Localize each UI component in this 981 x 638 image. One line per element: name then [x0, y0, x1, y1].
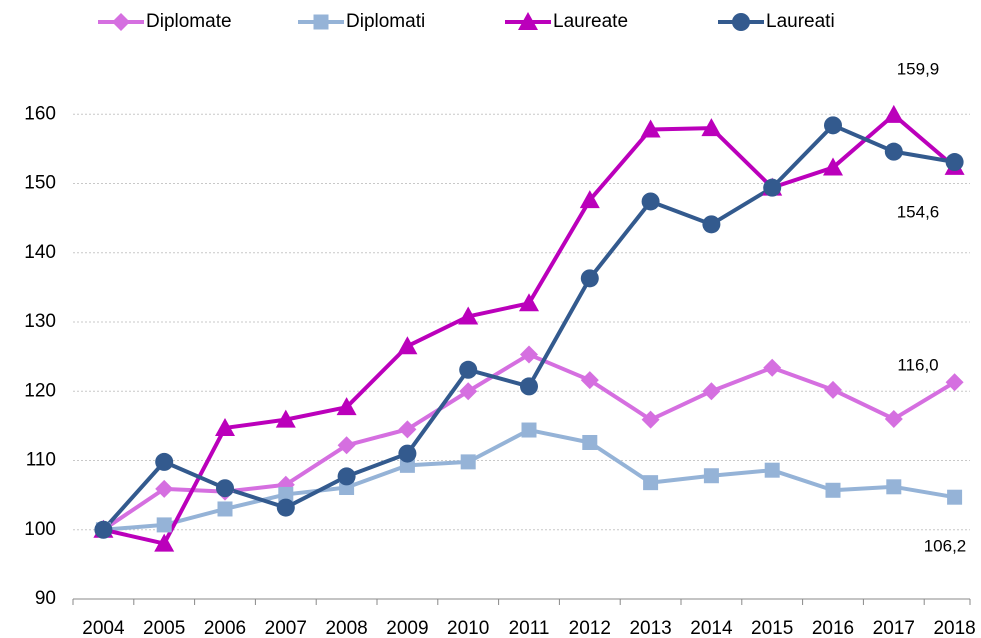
x-tick-label: 2005 — [143, 618, 185, 638]
point — [763, 358, 782, 377]
point — [945, 373, 964, 392]
point — [582, 434, 598, 450]
point — [580, 371, 599, 390]
point — [947, 489, 963, 505]
legend-marker — [518, 12, 538, 30]
point — [764, 462, 780, 478]
point — [884, 142, 903, 161]
point — [460, 454, 476, 470]
point — [336, 397, 357, 416]
point — [823, 157, 843, 176]
point — [156, 517, 172, 533]
point — [580, 269, 599, 288]
legend-label: Laureate — [553, 11, 628, 32]
point — [886, 479, 902, 495]
legend-label: Laureati — [766, 11, 835, 32]
x-tick-label: 2004 — [82, 618, 125, 638]
point — [217, 501, 233, 517]
x-tick-label: 2018 — [933, 618, 975, 638]
point — [520, 377, 538, 396]
point — [825, 482, 841, 498]
point — [884, 409, 903, 428]
legend-label: Diplomate — [146, 11, 232, 32]
point — [398, 444, 417, 463]
x-tick-label: 2009 — [386, 618, 428, 638]
y-tick-label: 140 — [24, 242, 56, 263]
point — [459, 360, 478, 379]
annotation: 159,9 — [897, 59, 940, 78]
point — [154, 533, 175, 552]
legend-marker — [313, 14, 329, 30]
point — [216, 479, 234, 498]
x-tick-label: 2008 — [325, 618, 367, 638]
point — [276, 498, 295, 517]
point — [883, 104, 904, 123]
point — [701, 118, 722, 137]
point — [459, 382, 478, 401]
point — [641, 410, 660, 429]
point — [397, 336, 418, 355]
x-tick-label: 2014 — [690, 618, 733, 638]
point — [521, 422, 537, 438]
point — [155, 479, 174, 498]
series-line — [102, 112, 956, 546]
legend-marker — [732, 13, 750, 31]
annotation: 154,6 — [897, 202, 940, 221]
annotation: 106,2 — [924, 536, 967, 555]
x-tick-label: 2010 — [447, 618, 489, 638]
point — [579, 190, 600, 209]
x-tick-label: 2015 — [751, 618, 793, 638]
point — [215, 417, 235, 436]
x-tick-label: 2006 — [204, 618, 246, 638]
x-tick-label: 2013 — [629, 618, 671, 638]
point — [155, 452, 174, 471]
point — [337, 467, 356, 486]
point — [640, 119, 661, 138]
y-tick-label: 100 — [24, 519, 56, 540]
point — [641, 192, 660, 211]
point — [94, 520, 113, 539]
x-tick-label: 2007 — [265, 618, 307, 638]
point — [520, 345, 538, 364]
point — [278, 486, 294, 502]
point — [275, 409, 296, 428]
x-tick-label: 2016 — [812, 618, 854, 638]
y-tick-label: 150 — [24, 173, 56, 194]
point — [458, 306, 479, 325]
point — [643, 475, 659, 491]
y-tick-label: 110 — [26, 450, 56, 471]
x-tick-label: 2017 — [873, 618, 915, 638]
x-tick-label: 2011 — [509, 618, 550, 638]
point — [337, 436, 356, 455]
point — [702, 215, 721, 234]
x-tick-label: 2012 — [569, 618, 611, 638]
point — [519, 293, 539, 312]
annotation: 116,0 — [897, 355, 938, 374]
y-tick-label: 160 — [24, 103, 56, 124]
y-tick-label: 130 — [24, 311, 56, 332]
point — [824, 380, 842, 399]
y-tick-label: 90 — [35, 588, 56, 609]
y-tick-label: 120 — [24, 380, 56, 401]
point — [824, 116, 842, 135]
legend-label: Diplomati — [346, 11, 425, 32]
point — [703, 468, 719, 484]
legend-marker — [112, 13, 130, 31]
point — [702, 382, 721, 401]
series-line — [101, 123, 955, 532]
point — [945, 153, 964, 172]
point — [398, 420, 417, 439]
point — [763, 178, 782, 197]
